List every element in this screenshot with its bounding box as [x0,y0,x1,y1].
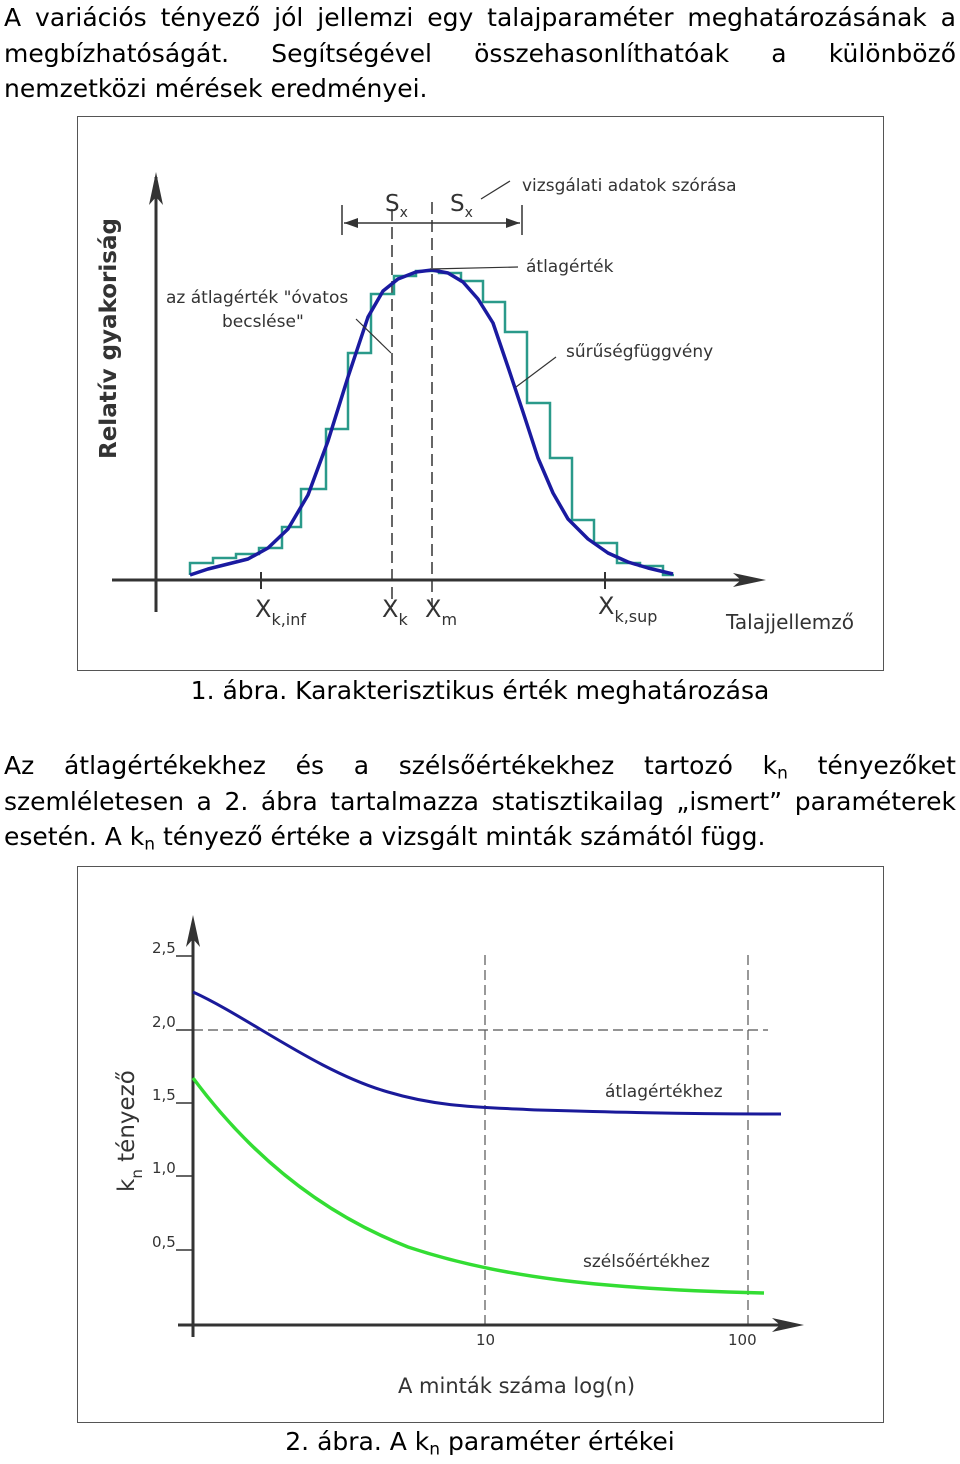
x-axis-arrow-icon [733,573,766,587]
x-axis-arrow-icon [772,1318,804,1332]
cautious-annotation-line1: az átlagérték "óvatos [166,288,348,308]
sx-left-arrow-icon [344,218,358,228]
y-axis-label: Relatív gyakoriság [96,218,122,459]
x-axis-label: Talajjellemző [725,610,854,634]
figure-1-caption: 1. ábra. Karakterisztikus érték meghatár… [190,676,770,705]
mean-annotation: átlagérték [526,257,614,277]
figure-1-frame: Relatív gyakoriság Sx Sx vizsgálati adat… [77,116,884,671]
figure-2-frame: 0,5 1,0 1,5 2,0 2,5 10 100 átlagértékhez… [77,866,884,1423]
y-axis-label: kn tényező [114,1070,146,1192]
x-tick-xksup: Xk,sup [598,592,657,626]
sx-right-label: Sx [450,191,473,221]
series-szelsoertekhez-line [191,1076,765,1295]
x-tick-label-100: 100 [728,1331,757,1349]
series-label-atlagertekhez: átlagértékhez [605,1082,723,1102]
spread-leader-line [480,180,511,200]
density-leader-line [515,356,557,388]
y-tick-label-1-5: 1,5 [152,1086,176,1104]
y-tick-label-0-5: 0,5 [152,1233,176,1251]
mean-leader-line [429,266,519,270]
cautious-leader-line [355,318,392,354]
y-axis-arrow-icon [149,172,163,205]
y-axis-arrow-icon [186,915,200,947]
y-tick-label-2-0: 2,0 [152,1013,176,1031]
y-tick-label-1-0: 1,0 [152,1159,176,1177]
kn-factor-chart: 0,5 1,0 1,5 2,0 2,5 10 100 átlagértékhez… [114,915,804,1398]
density-annotation: sűrűségfüggvény [566,342,713,362]
x-tick-xk: Xk [382,595,408,629]
x-tick-label-10: 10 [476,1331,495,1349]
spread-annotation: vizsgálati adatok szórása [522,176,737,196]
figure-2-caption: 2. ábra. A kn paraméter értékei [285,1427,675,1460]
kn-paragraph: Az átlagértékekhez és a szélsőértékekhez… [4,751,956,855]
sx-right-arrow-icon [506,218,520,228]
density-curve [189,268,674,577]
x-tick-xkinf: Xk,inf [255,595,306,629]
series-label-szelsoertekhez: szélsőértékhez [583,1252,710,1272]
x-tick-xm: Xm [425,595,457,629]
normal-distribution-chart: Relatív gyakoriság Sx Sx vizsgálati adat… [96,172,854,634]
intro-paragraph: A variációs tényező jól jellemzi egy tal… [4,3,956,103]
series-atlagertekhez-line [192,990,782,1116]
sx-left-label: Sx [385,191,408,221]
cautious-annotation-line2: becslése" [222,312,304,332]
x-axis-label: A minták száma log(n) [398,1374,635,1398]
y-tick-label-2-5: 2,5 [152,939,176,957]
